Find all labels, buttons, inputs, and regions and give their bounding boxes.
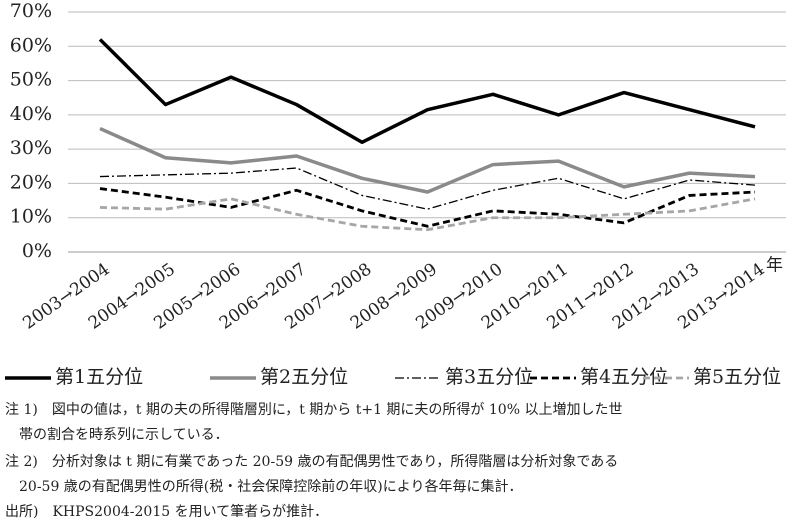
legend-label: 第2五分位 xyxy=(260,366,348,388)
y-tick-label: 30% xyxy=(10,137,52,159)
note: 注 1) 図中の値は，t 期の夫の所得階層別に，t 期から t+1 期に夫の所得… xyxy=(5,401,622,418)
y-tick-label: 50% xyxy=(10,69,52,91)
series-line xyxy=(99,197,756,232)
series-line xyxy=(99,126,756,194)
series-line xyxy=(99,187,756,228)
note: 出所) KHPS2004-2015 を用いて筆者らが推計． xyxy=(5,504,328,520)
y-tick-label: 0% xyxy=(22,240,52,262)
y-tick-label: 10% xyxy=(10,206,52,228)
note: 20-59 歳の有配偶男性の所得(税・社会保障控除前の年収)により各年毎に集計． xyxy=(5,478,522,495)
legend-label: 第5五分位 xyxy=(693,366,781,388)
y-tick-label: 70% xyxy=(10,0,52,22)
note: 注 2) 分析対象は t 期に有業であった 20-59 歳の有配偶男性であり，所… xyxy=(5,453,618,470)
series-line xyxy=(98,38,756,145)
y-tick-label: 60% xyxy=(10,34,52,56)
note: 帯の割合を時系列に示している． xyxy=(5,426,229,443)
legend-label: 第3五分位 xyxy=(445,366,533,388)
legend-label: 第4五分位 xyxy=(580,366,668,388)
y-tick-label: 40% xyxy=(10,103,52,125)
series-line xyxy=(99,167,756,210)
x-axis-label: 年 xyxy=(766,256,783,276)
y-tick-label: 20% xyxy=(10,171,52,193)
legend-label: 第1五分位 xyxy=(55,366,143,388)
